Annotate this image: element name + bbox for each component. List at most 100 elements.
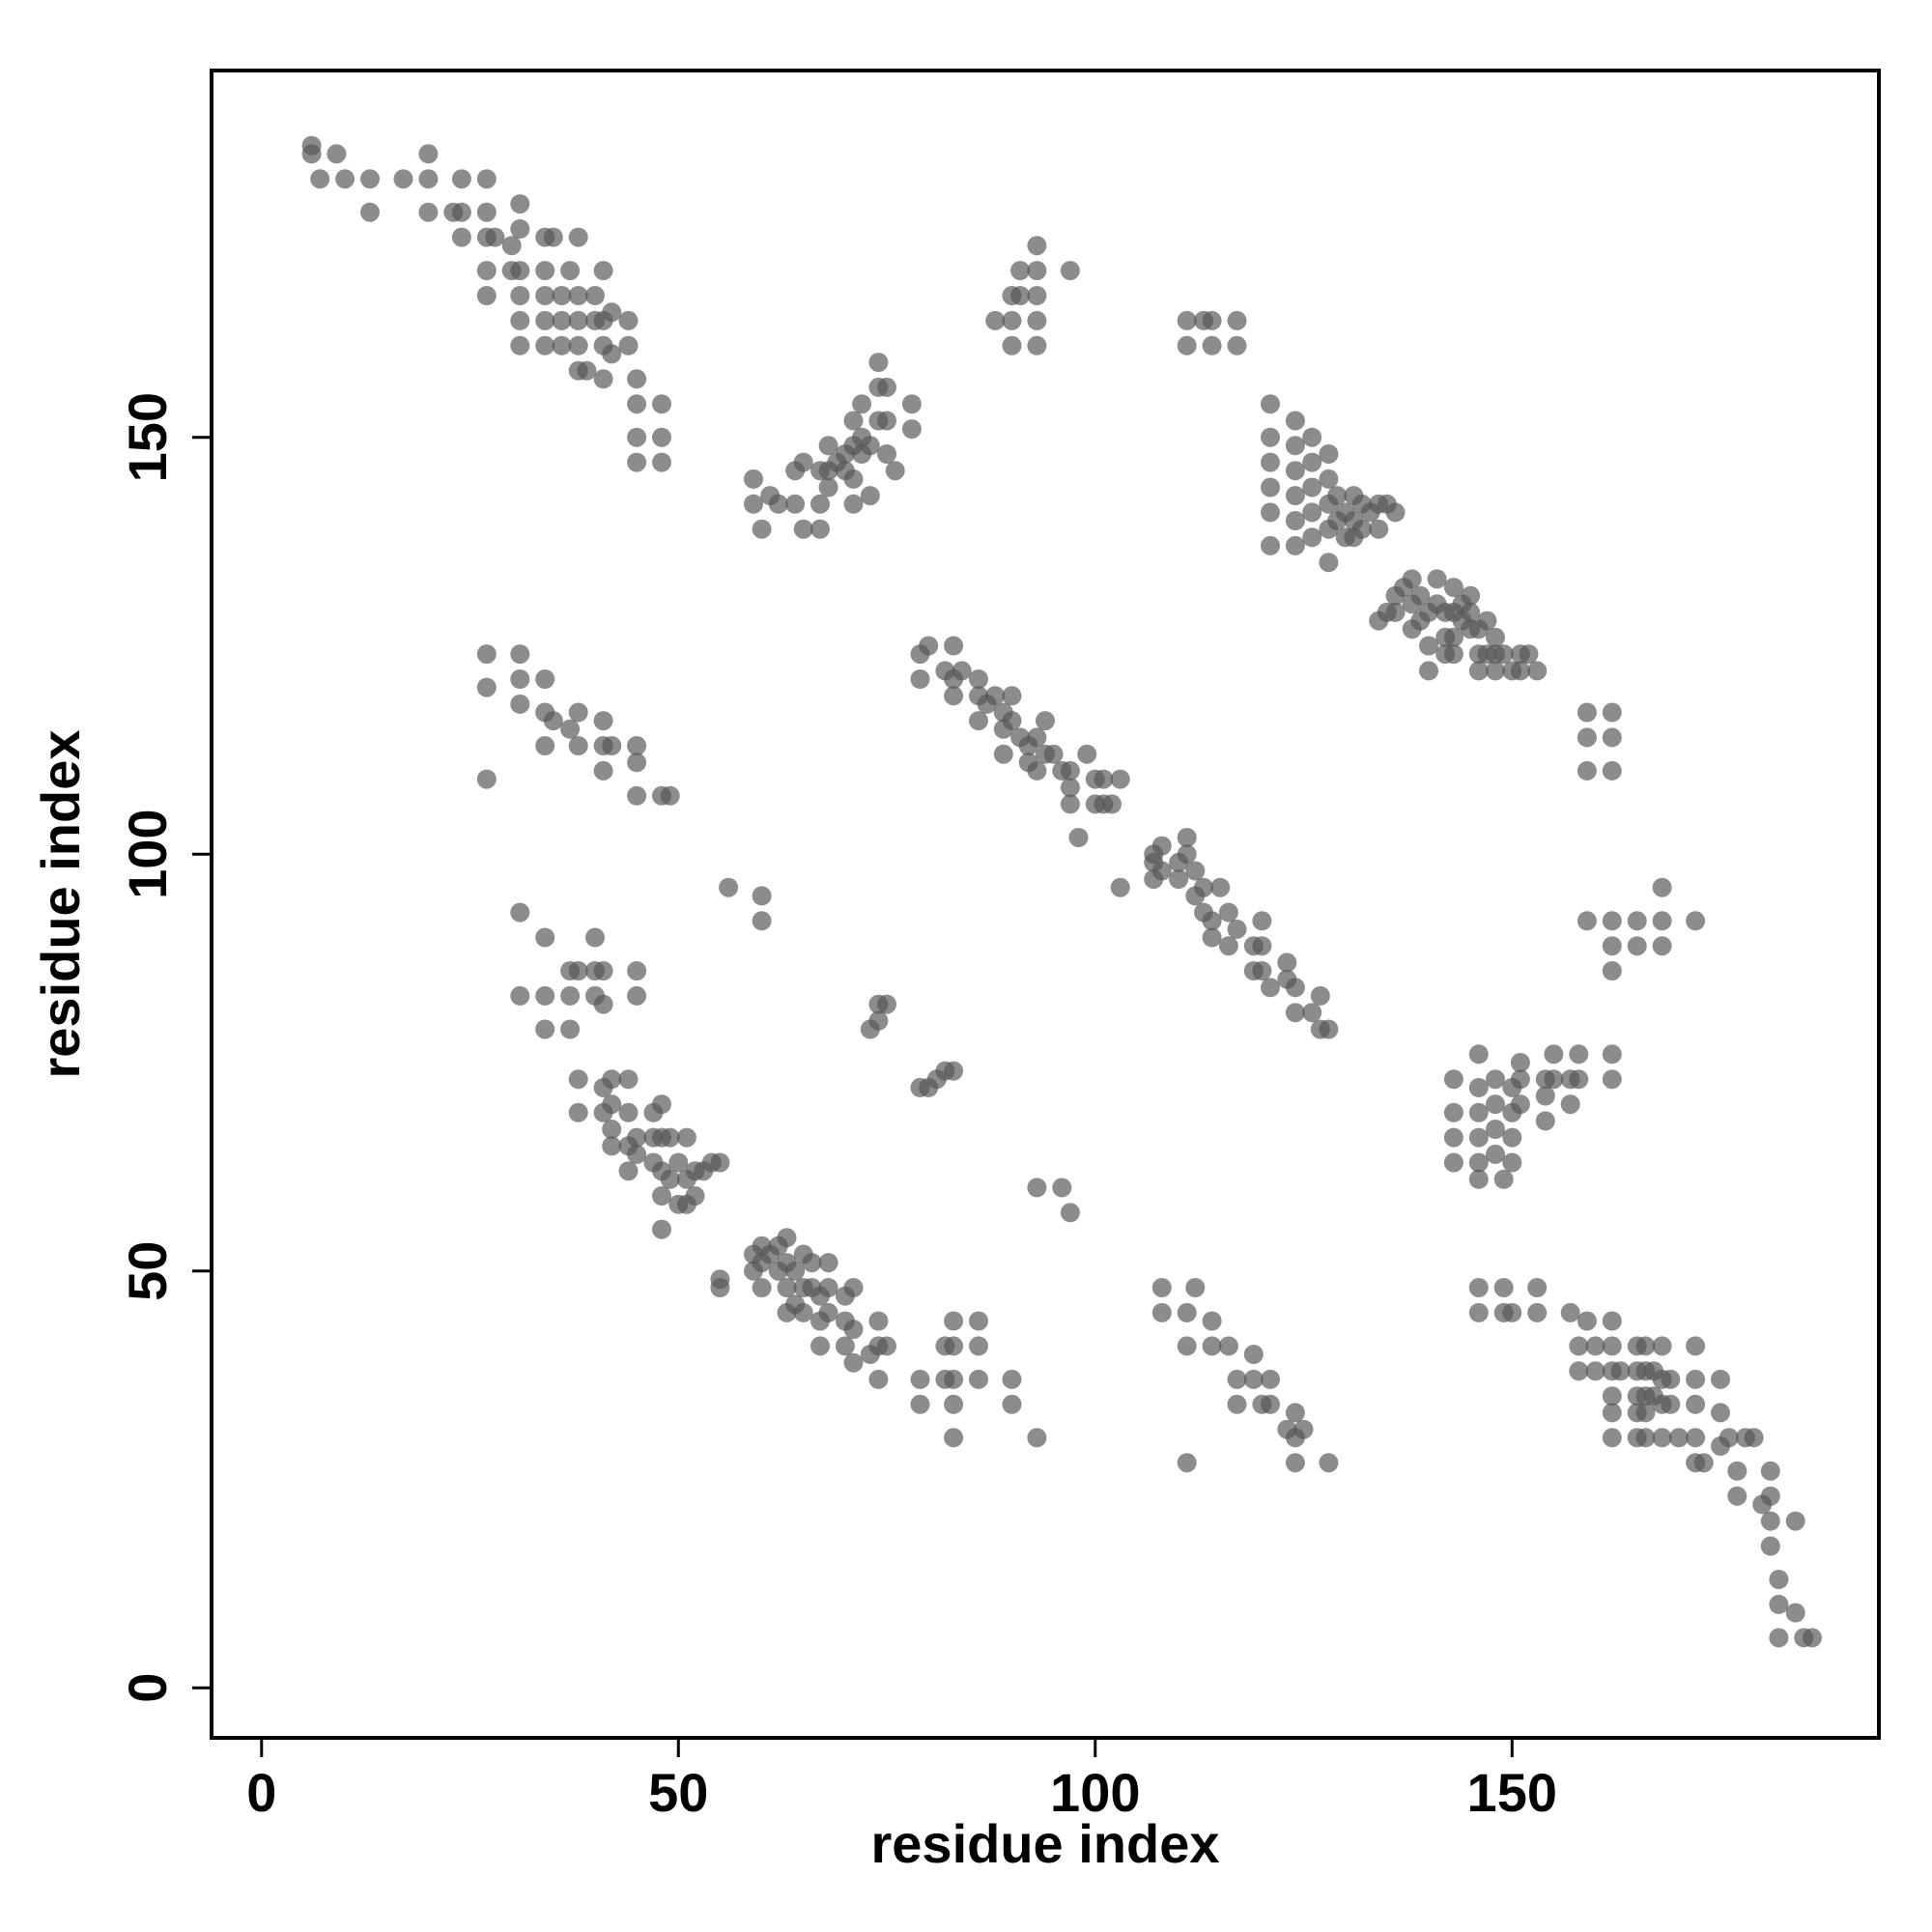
- data-point: [1652, 936, 1672, 956]
- data-point: [1261, 452, 1280, 472]
- data-point: [1302, 452, 1322, 472]
- data-point: [1319, 553, 1339, 573]
- data-point: [1769, 1570, 1789, 1589]
- data-point: [543, 227, 563, 247]
- data-point: [752, 911, 772, 931]
- x-tick-label: 0: [246, 1762, 276, 1823]
- data-point: [1602, 1069, 1622, 1090]
- data-point: [602, 344, 622, 364]
- data-point: [810, 1336, 830, 1356]
- data-point: [652, 1219, 671, 1239]
- data-point: [1252, 936, 1272, 956]
- data-point: [510, 644, 530, 665]
- data-point: [744, 469, 763, 489]
- data-point: [1577, 702, 1597, 723]
- data-point: [652, 427, 671, 447]
- data-point: [993, 744, 1013, 764]
- data-point: [1769, 1628, 1789, 1648]
- data-point: [1493, 1169, 1514, 1189]
- data-point: [719, 877, 739, 897]
- data-point: [568, 702, 588, 723]
- data-point: [1261, 1394, 1280, 1414]
- data-point: [552, 335, 572, 355]
- data-point: [1177, 310, 1197, 330]
- data-point: [593, 711, 613, 731]
- data-point: [1227, 310, 1247, 330]
- data-point: [1202, 911, 1222, 931]
- data-point: [1194, 877, 1213, 897]
- data-point: [627, 1127, 647, 1148]
- data-point: [1094, 769, 1114, 789]
- data-point: [1602, 727, 1622, 748]
- data-point: [585, 286, 605, 305]
- data-point: [602, 1069, 622, 1090]
- data-point: [1602, 760, 1622, 781]
- data-point: [802, 1253, 822, 1273]
- data-point: [1719, 1428, 1739, 1448]
- data-point: [1227, 1369, 1247, 1389]
- data-point: [1351, 519, 1372, 539]
- data-point: [510, 985, 530, 1006]
- data-point: [885, 461, 905, 481]
- data-point: [877, 1336, 896, 1356]
- data-point: [1468, 1152, 1489, 1173]
- data-point: [1585, 1336, 1605, 1356]
- data-point: [1686, 1369, 1706, 1389]
- data-point: [969, 1336, 988, 1356]
- data-point: [1027, 1428, 1047, 1448]
- data-point: [1227, 1394, 1247, 1414]
- data-point: [1002, 1394, 1022, 1414]
- data-point: [1151, 1278, 1172, 1297]
- data-point: [1261, 394, 1280, 414]
- data-point: [1486, 1144, 1505, 1164]
- data-point: [1402, 569, 1422, 589]
- data-point: [1285, 486, 1305, 506]
- data-point: [627, 985, 647, 1006]
- data-point: [1102, 794, 1122, 814]
- data-point: [1293, 1419, 1314, 1439]
- data-point: [310, 169, 330, 189]
- data-point: [843, 1352, 864, 1373]
- y-tick-label: 150: [117, 392, 178, 482]
- data-point: [1760, 1486, 1780, 1506]
- data-point: [1027, 1178, 1047, 1198]
- data-point: [1369, 519, 1389, 539]
- data-point: [476, 677, 497, 697]
- data-point: [1252, 961, 1272, 980]
- data-point: [568, 736, 588, 755]
- data-point: [602, 1120, 622, 1139]
- data-points: [301, 135, 1822, 1648]
- data-point: [752, 886, 772, 906]
- data-point: [568, 335, 588, 355]
- data-point: [785, 1261, 806, 1281]
- data-point: [1577, 760, 1597, 781]
- data-point: [843, 1278, 864, 1297]
- data-point: [1602, 911, 1622, 931]
- data-point: [1202, 1311, 1222, 1331]
- data-point: [535, 310, 555, 330]
- data-point: [510, 194, 530, 214]
- data-point: [1285, 511, 1305, 530]
- data-point: [1486, 1120, 1505, 1139]
- data-point: [1486, 1069, 1505, 1090]
- data-point: [1785, 1511, 1805, 1531]
- data-point: [710, 1152, 730, 1173]
- data-point: [868, 1010, 889, 1031]
- data-point: [1661, 1369, 1681, 1389]
- data-point: [535, 1019, 555, 1039]
- data-point: [535, 669, 555, 689]
- data-point: [1686, 1336, 1706, 1356]
- data-point: [1285, 1453, 1305, 1473]
- data-point: [1302, 527, 1322, 548]
- data-point: [1110, 769, 1130, 789]
- data-point: [535, 286, 555, 305]
- data-point: [1443, 627, 1463, 647]
- data-point: [1493, 1278, 1514, 1297]
- data-point: [577, 360, 597, 381]
- data-point: [1443, 1069, 1463, 1090]
- data-point: [818, 1302, 838, 1322]
- data-point: [543, 711, 563, 731]
- data-point: [1302, 1003, 1322, 1023]
- data-point: [1627, 911, 1647, 931]
